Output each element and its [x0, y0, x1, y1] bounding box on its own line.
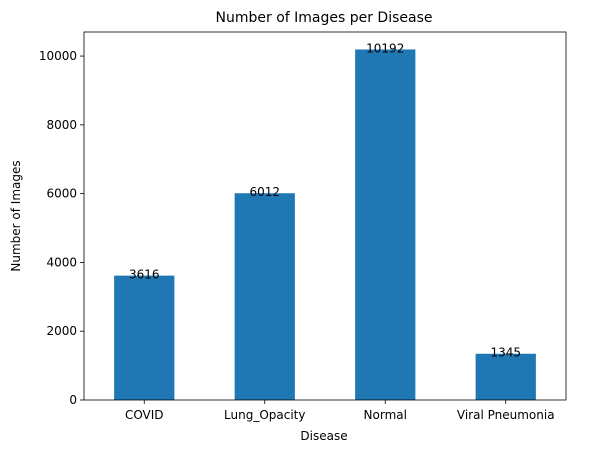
y-axis-title: Number of Images	[9, 160, 23, 271]
x-tick-label: Viral Pneumonia	[457, 408, 555, 422]
data-label: 3616	[129, 268, 160, 282]
y-tick-label: 4000	[46, 255, 77, 269]
y-tick-label: 10000	[39, 49, 77, 63]
bar-covid	[114, 275, 175, 400]
plot-frame	[83, 31, 567, 401]
bars-group	[114, 49, 536, 400]
x-tick-label: Normal	[364, 408, 407, 422]
y-tick-label: 0	[69, 393, 77, 407]
x-tick-label: COVID	[125, 408, 164, 422]
data-label: 10192	[366, 41, 404, 55]
y-axis: 0 2000 4000 6000 8000 10000	[39, 49, 84, 407]
y-tick-label: 8000	[46, 118, 77, 132]
data-label: 6012	[249, 185, 280, 199]
bar-viral-pneumonia	[475, 353, 536, 400]
data-labels-group: 3616 6012 10192 1345	[129, 41, 521, 359]
x-tick-label: Lung_Opacity	[224, 408, 305, 422]
data-label: 1345	[490, 346, 521, 360]
y-tick-label: 6000	[46, 187, 77, 201]
chart-title: Number of Images per Disease	[216, 10, 433, 26]
bar-normal	[355, 49, 416, 400]
x-axis: COVID Lung_Opacity Normal Viral Pneumonia	[125, 400, 555, 422]
bar-lung-opacity	[234, 193, 295, 400]
x-axis-title: Disease	[300, 429, 347, 443]
y-tick-label: 2000	[46, 324, 77, 338]
